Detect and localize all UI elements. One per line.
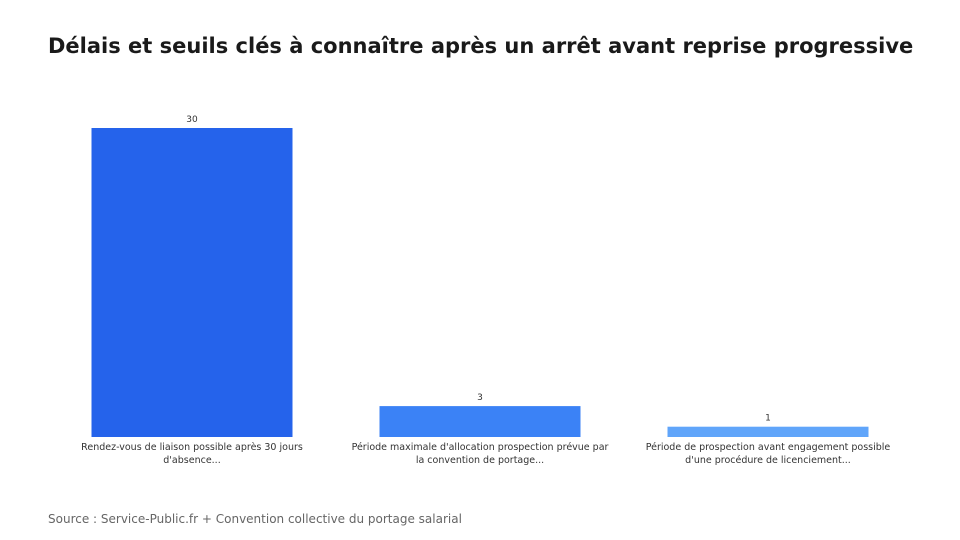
value-label-2: 3 — [477, 393, 483, 403]
chart-title: Délais et seuils clés à connaître après … — [48, 34, 914, 58]
bar-1 — [91, 128, 293, 437]
category-label-1: Rendez-vous de liaison possible après 30… — [81, 442, 303, 466]
category-label-3: Période de prospection avant engagement … — [645, 442, 891, 466]
value-label-3: 1 — [765, 414, 771, 424]
bar-2 — [379, 406, 581, 437]
category-label-2: Période maximale d'allocation prospectio… — [351, 442, 609, 466]
value-label-1: 30 — [186, 115, 198, 125]
bar-3 — [667, 426, 869, 437]
source-note: Source : Service-Public.fr + Convention … — [48, 512, 462, 526]
